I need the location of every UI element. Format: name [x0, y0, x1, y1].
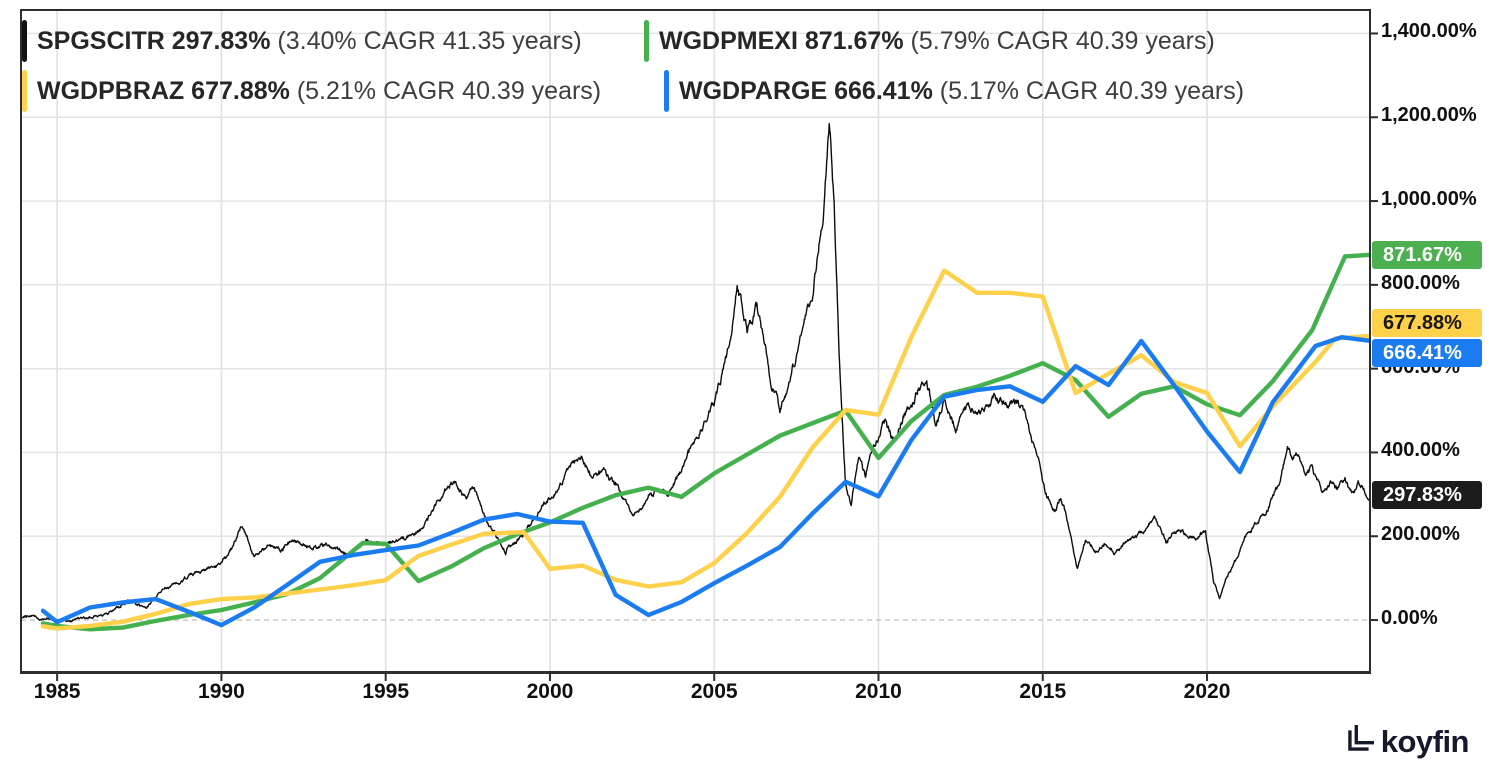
- legend-label: WGDPARGE 666.41% (5.17% CAGR 40.39 years…: [679, 77, 1244, 106]
- legend-cagr-note: (5.17% CAGR 40.39 years): [939, 76, 1245, 105]
- y-axis-label: 1,200.00%: [1381, 104, 1477, 127]
- x-axis-label: 2000: [526, 680, 574, 703]
- series-color-tick-spgscitr: [22, 20, 27, 62]
- legend-value: 297.83%: [171, 26, 271, 55]
- legend-label: WGDPBRAZ 677.88% (5.21% CAGR 40.39 years…: [37, 77, 601, 106]
- end-value-badge-WGDPBRAZ: 677.88%: [1372, 309, 1482, 338]
- y-axis-label: 1,000.00%: [1381, 188, 1477, 211]
- y-axis-label: 800.00%: [1381, 271, 1460, 294]
- series-line-WGDPARGE[interactable]: [40, 335, 1370, 628]
- x-axis-label: 2005: [690, 680, 738, 703]
- end-value-badge-WGDPMEXI: 871.67%: [1372, 240, 1482, 269]
- legend-ticker: SPGSCITR: [37, 26, 165, 55]
- legend-row: WGDPBRAZ 677.88% (5.21% CAGR 40.39 years…: [22, 66, 1244, 116]
- legend-cagr-note: (5.79% CAGR 40.39 years): [910, 26, 1215, 55]
- y-axis-label: 200.00%: [1381, 523, 1460, 546]
- legend-row: SPGSCITR 297.83% (3.40% CAGR 41.35 years…: [22, 16, 1244, 66]
- x-axis-label: 1995: [362, 680, 410, 703]
- series-color-tick-wgdparge: [664, 70, 669, 112]
- y-axis-ticks: [1370, 32, 1378, 622]
- series-color-tick-wgdpmexi: [644, 20, 649, 62]
- legend-cagr-note: (3.40% CAGR 41.35 years): [277, 26, 582, 55]
- legend-ticker: WGDPARGE: [679, 76, 828, 105]
- legend-item-wgdparge[interactable]: WGDPARGE 666.41% (5.17% CAGR 40.39 years…: [664, 70, 1244, 112]
- legend-value: 871.67%: [804, 26, 904, 55]
- y-axis-label: 1,400.00%: [1381, 20, 1477, 43]
- y-axis-label: 0.00%: [1381, 607, 1438, 630]
- legend-value: 666.41%: [834, 76, 933, 105]
- x-axis-ticks: [56, 673, 1209, 681]
- legend-cagr-note: (5.21% CAGR 40.39 years): [296, 76, 602, 105]
- legend-item-spgscitr[interactable]: SPGSCITR 297.83% (3.40% CAGR 41.35 years…: [22, 20, 644, 62]
- legend-item-wgdpmexi[interactable]: WGDPMEXI 871.67% (5.79% CAGR 40.39 years…: [644, 20, 1215, 62]
- series-line-WGDPMEXI[interactable]: [40, 252, 1370, 632]
- series-line-SPGSCITR[interactable]: [21, 123, 1370, 623]
- series-line-WGDPBRAZ[interactable]: [40, 268, 1370, 631]
- gridlines-vertical: [56, 10, 1208, 672]
- legend-value: 677.88%: [191, 76, 290, 105]
- end-value-badge-SPGSCITR: 297.83%: [1372, 481, 1482, 510]
- x-axis-label: 2015: [1019, 680, 1067, 703]
- chart-legend: SPGSCITR 297.83% (3.40% CAGR 41.35 years…: [22, 16, 1244, 116]
- koyfin-logo-icon: [1347, 725, 1374, 751]
- series-layer: [21, 123, 1370, 632]
- gridlines-horizontal: [21, 32, 1370, 621]
- koyfin-watermark: koyfin: [1340, 724, 1470, 760]
- koyfin-logo-text: koyfin: [1380, 724, 1470, 759]
- x-axis-label: 1990: [198, 680, 245, 703]
- legend-label: WGDPMEXI 871.67% (5.79% CAGR 40.39 years…: [659, 27, 1215, 56]
- y-axis-label: 400.00%: [1381, 439, 1460, 462]
- legend-label: SPGSCITR 297.83% (3.40% CAGR 41.35 years…: [37, 27, 582, 56]
- legend-ticker: WGDPMEXI: [659, 26, 798, 55]
- legend-item-wgdpbraz[interactable]: WGDPBRAZ 677.88% (5.21% CAGR 40.39 years…: [22, 70, 664, 112]
- x-axis-label: 2020: [1183, 680, 1231, 703]
- series-color-tick-wgdpbraz: [22, 70, 27, 112]
- end-value-badge-WGDPARGE: 666.41%: [1372, 339, 1482, 368]
- x-axis-label: 1985: [33, 680, 81, 703]
- x-axis-label: 2010: [855, 680, 902, 703]
- legend-ticker: WGDPBRAZ: [37, 76, 185, 105]
